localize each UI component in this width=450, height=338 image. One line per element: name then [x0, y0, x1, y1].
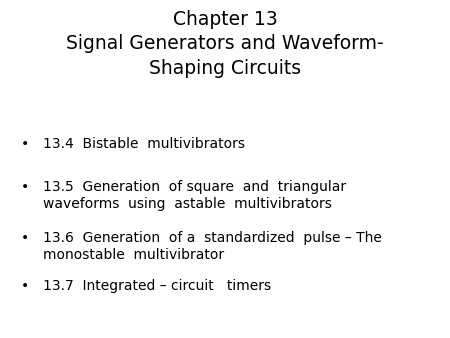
Text: •: • — [21, 231, 29, 244]
Text: 13.7  Integrated – circuit   timers: 13.7 Integrated – circuit timers — [43, 279, 271, 293]
Text: 13.5  Generation  of square  and  triangular
waveforms  using  astable  multivib: 13.5 Generation of square and triangular… — [43, 180, 346, 211]
Text: •: • — [21, 137, 29, 151]
Text: •: • — [21, 180, 29, 194]
Text: Chapter 13
Signal Generators and Waveform-
Shaping Circuits: Chapter 13 Signal Generators and Wavefor… — [66, 10, 384, 78]
Text: 13.6  Generation  of a  standardized  pulse – The
monostable  multivibrator: 13.6 Generation of a standardized pulse … — [43, 231, 382, 262]
Text: •: • — [21, 279, 29, 293]
Text: 13.4  Bistable  multivibrators: 13.4 Bistable multivibrators — [43, 137, 245, 151]
